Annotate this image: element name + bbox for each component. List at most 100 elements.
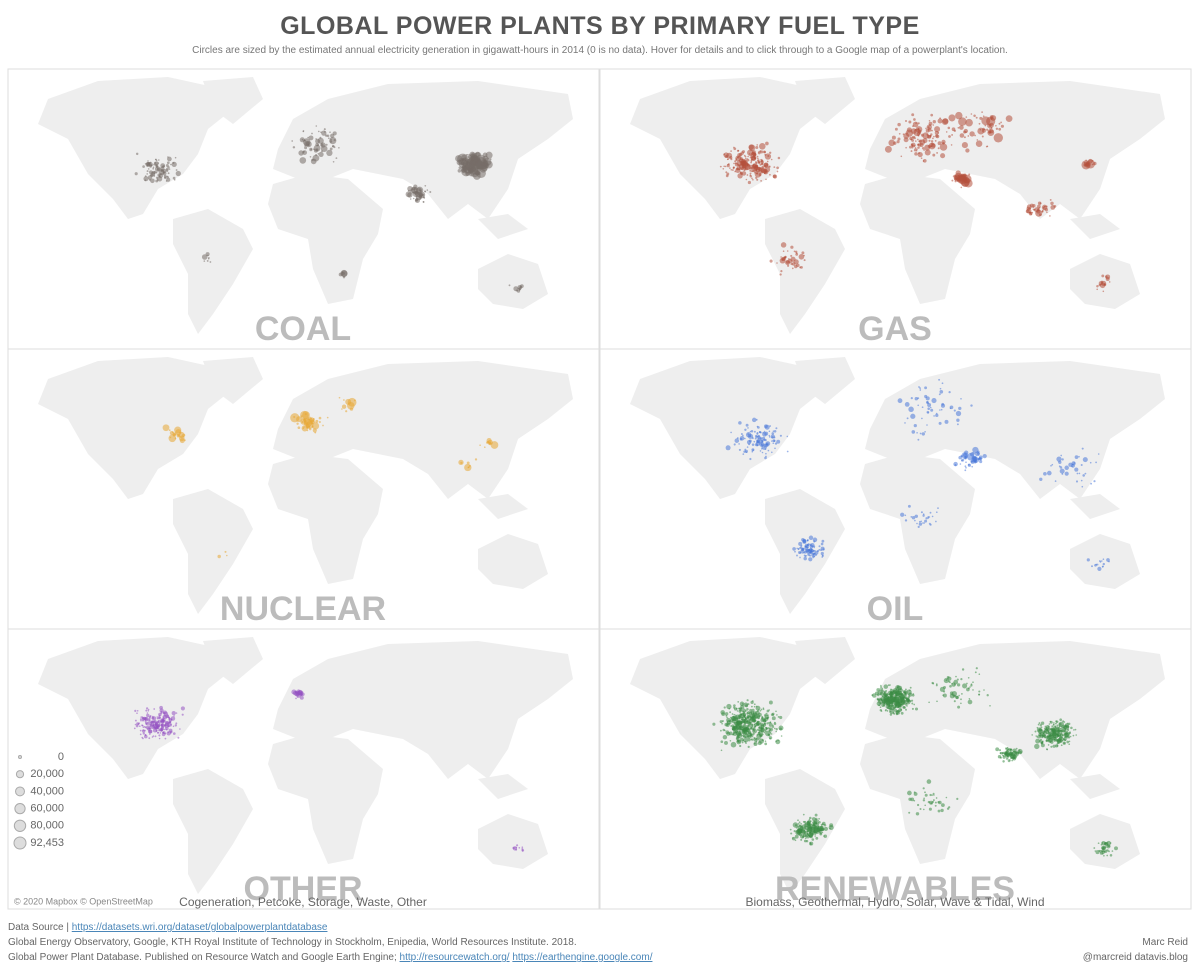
plant-dot xyxy=(155,179,159,183)
plant-dot xyxy=(415,191,419,195)
plant-dot xyxy=(895,712,899,716)
plant-dot xyxy=(138,725,141,728)
plant-dot xyxy=(722,167,725,170)
plant-dot xyxy=(895,690,900,695)
plant-dot xyxy=(1037,723,1040,726)
plant-dot xyxy=(291,140,294,142)
plant-dot xyxy=(974,671,977,674)
plant-dot xyxy=(989,705,991,707)
plant-dot xyxy=(908,811,911,814)
plant-dot xyxy=(937,141,942,146)
plant-dot xyxy=(1058,460,1062,465)
plant-dot xyxy=(767,733,771,737)
plant-dot xyxy=(1102,562,1105,566)
plant-dot xyxy=(1046,470,1052,476)
plant-dot xyxy=(165,720,169,725)
plant-dot xyxy=(733,147,737,151)
plant-dot xyxy=(341,271,344,274)
plant-dot xyxy=(730,431,732,434)
plant-dot xyxy=(803,254,805,257)
plant-dot xyxy=(823,826,828,831)
plant-dot xyxy=(997,755,1002,759)
plant-dot xyxy=(203,260,206,262)
plant-dot xyxy=(153,708,156,710)
source-link[interactable]: https://datasets.wri.org/dataset/globalp… xyxy=(71,922,328,933)
plant-dot xyxy=(307,136,309,139)
plant-dot xyxy=(951,682,956,687)
plant-dot xyxy=(312,428,317,433)
plant-dot xyxy=(964,465,967,468)
plant-dot xyxy=(972,689,974,691)
plant-dot xyxy=(308,427,312,431)
plant-dot xyxy=(209,261,212,263)
plant-dot xyxy=(147,160,149,162)
plant-dot xyxy=(801,251,805,255)
plant-dot xyxy=(758,714,761,717)
plant-dot xyxy=(162,710,167,715)
plant-dot xyxy=(318,416,322,420)
plant-dot xyxy=(347,397,357,407)
plant-dot xyxy=(915,140,917,142)
plant-dot xyxy=(918,386,920,388)
plant-dot xyxy=(956,423,959,426)
plant-dot xyxy=(790,256,796,262)
plant-dot xyxy=(488,442,491,445)
plant-dot xyxy=(738,152,743,157)
plant-dot xyxy=(959,133,965,138)
plant-dot xyxy=(798,821,801,824)
plant-dot xyxy=(937,801,940,804)
plant-dot xyxy=(953,409,956,412)
resourcewatch-link[interactable]: http://resourcewatch.org/ xyxy=(399,952,510,963)
plant-dot xyxy=(744,155,747,158)
plant-dot xyxy=(928,807,932,811)
plant-dot xyxy=(769,151,772,154)
plant-dot xyxy=(876,693,880,697)
plant-dot xyxy=(746,726,749,728)
plant-dot xyxy=(815,819,818,821)
plant-dot xyxy=(916,803,920,807)
plant-dot xyxy=(1080,463,1083,467)
plant-dot xyxy=(956,797,959,801)
plant-dot xyxy=(927,128,932,132)
plant-dot xyxy=(738,158,744,164)
credit-line: Global Energy Observatory, Google, KTH R… xyxy=(8,937,577,948)
plant-dot xyxy=(1048,723,1051,725)
plant-dot xyxy=(978,457,983,461)
plant-dot xyxy=(771,716,776,721)
plant-dot xyxy=(948,390,951,394)
plant-dot xyxy=(918,152,920,155)
plant-dot xyxy=(1069,735,1072,738)
plant-dot xyxy=(179,431,181,434)
plant-dot xyxy=(1062,720,1065,723)
plant-dot xyxy=(1064,471,1069,476)
plant-dot xyxy=(931,794,933,796)
plant-dot xyxy=(521,846,524,848)
plant-dot xyxy=(878,704,881,707)
plant-dot xyxy=(1081,447,1084,450)
plant-dot xyxy=(930,408,934,412)
plant-dot xyxy=(740,705,745,710)
plant-dot xyxy=(327,137,330,140)
plant-dot xyxy=(975,116,978,119)
plant-dot xyxy=(915,149,918,152)
plant-dot xyxy=(1052,732,1057,737)
plant-dot xyxy=(343,399,345,401)
plant-dot xyxy=(320,143,324,147)
plant-dot xyxy=(1090,482,1092,485)
plant-dot xyxy=(474,458,478,461)
plant-dot xyxy=(886,709,889,712)
plant-dot xyxy=(935,684,938,687)
plant-dot xyxy=(165,180,168,182)
plant-dot xyxy=(746,174,749,176)
plant-dot xyxy=(419,189,422,192)
plant-dots xyxy=(719,111,1111,293)
plant-dot xyxy=(226,554,228,557)
plant-dot xyxy=(168,168,171,170)
plant-dot xyxy=(895,685,901,691)
plant-dot xyxy=(796,547,798,550)
plant-dot xyxy=(917,525,920,528)
plant-dot xyxy=(949,681,951,683)
plant-dot xyxy=(764,445,766,448)
plant-dot xyxy=(1050,464,1052,467)
earthengine-link[interactable]: https://earthengine.google.com/ xyxy=(512,952,653,963)
